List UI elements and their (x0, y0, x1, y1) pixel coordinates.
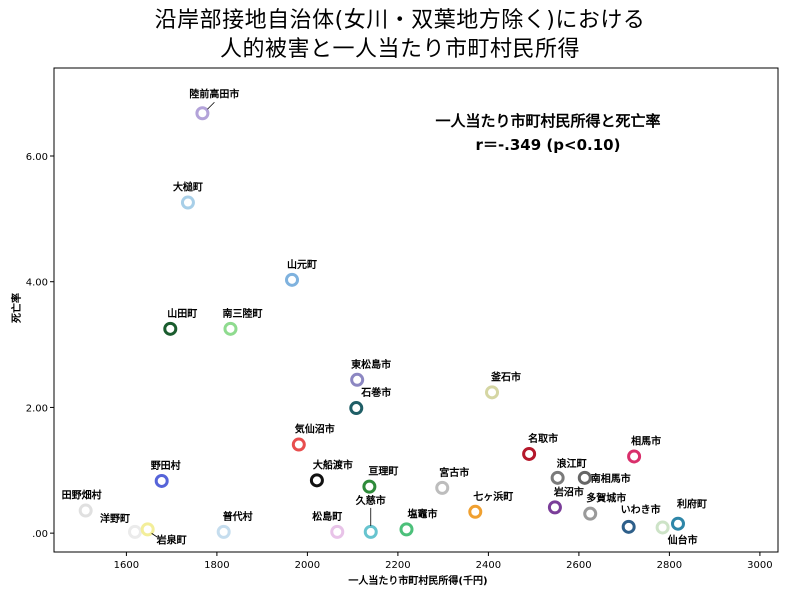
x-tick-label: 2200 (385, 560, 410, 571)
label-leader-line (207, 101, 215, 110)
correlation-annotation-title: 一人当たり市町村民所得と死亡率 (435, 112, 660, 130)
data-point (468, 504, 483, 519)
x-tick-label: 1800 (204, 560, 229, 571)
point-label: 松島町 (312, 510, 342, 523)
point-label: 石巻市 (360, 386, 391, 399)
x-tick-label: 3000 (747, 560, 772, 571)
data-point (399, 522, 414, 537)
point-label: 相馬市 (631, 434, 661, 447)
point-label: 南三陸町 (222, 307, 262, 320)
point-label: 田野畑村 (62, 489, 102, 502)
point-label: 名取市 (528, 432, 558, 445)
point-label: 東松島市 (351, 358, 391, 371)
data-point (363, 524, 378, 539)
x-axis-title: 一人当たり市町村民所得(千円) (348, 574, 487, 587)
point-label: 宮古市 (439, 466, 469, 479)
x-tick-label: 2000 (295, 560, 320, 571)
data-point (285, 272, 300, 287)
point-label: 野田村 (151, 459, 181, 472)
point-label: 気仙沼市 (294, 423, 335, 436)
y-tick-label: 4.00 (26, 278, 48, 289)
chart-title-line-1: 沿岸部接地自治体(女川・双葉地方除く)における (154, 8, 646, 33)
data-point (362, 479, 377, 494)
correlation-annotation-value: r＝-.349 (p<0.10) (476, 136, 621, 154)
data-point (655, 520, 670, 535)
point-label: いわき市 (621, 503, 661, 516)
point-label: 塩竈市 (407, 507, 437, 520)
data-point (350, 372, 365, 387)
y-axis-title: 死亡率 (10, 293, 23, 323)
plot-frame (53, 67, 779, 553)
data-point (78, 503, 93, 518)
y-tick-label: 2.00 (26, 403, 48, 414)
data-point (627, 449, 642, 464)
x-tick-label: 2400 (476, 560, 501, 571)
data-point (223, 321, 238, 336)
data-point (621, 519, 636, 534)
point-label: 大船渡市 (313, 458, 353, 471)
axis-ticks: 1600 1800 2000 2200 2400 2600 2800 3000 .00 2.00 4… (26, 152, 773, 571)
point-label: 岩沼市 (553, 485, 584, 498)
point-label: 仙台市 (668, 533, 698, 546)
data-point (330, 524, 345, 539)
chart-title-line-2: 人的被害と一人当たり市町村民所得 (219, 37, 580, 62)
point-label: 利府町 (677, 498, 707, 511)
point-label: 釜石市 (490, 370, 521, 383)
data-point (180, 195, 195, 210)
chart-title: 沿岸部接地自治体(女川・双葉地方除く)における 人的被害と一人当たり市町村民所得 (0, 6, 800, 64)
point-label: 南相馬市 (591, 472, 631, 485)
point-label: 浪江町 (557, 457, 587, 470)
point-label: 山田町 (167, 307, 197, 320)
point-label: 陸前高田市 (189, 87, 239, 100)
data-point (154, 473, 169, 488)
data-point (583, 506, 598, 521)
point-label: 洋野町 (100, 512, 130, 525)
data-point (291, 437, 306, 452)
point-label: 亘理町 (368, 466, 398, 478)
label-leader-line (151, 533, 158, 538)
data-point (309, 473, 324, 488)
data-point (140, 522, 155, 537)
x-tick-label: 2800 (657, 560, 682, 571)
data-point (522, 446, 537, 461)
data-point (577, 470, 592, 485)
point-label: 大槌町 (173, 181, 203, 194)
point-label: 山元町 (287, 258, 317, 271)
data-point (485, 385, 500, 400)
data-point (550, 470, 565, 485)
x-tick-label: 1600 (114, 560, 139, 571)
data-points (78, 106, 685, 539)
data-point (216, 524, 231, 539)
data-point (435, 480, 450, 495)
data-point (547, 500, 562, 515)
point-label: 普代村 (223, 510, 253, 523)
data-point (127, 524, 142, 539)
point-label: 七ヶ浜町 (473, 490, 513, 503)
point-label: 岩泉町 (156, 533, 187, 546)
data-point (163, 321, 178, 336)
data-point (349, 401, 364, 416)
y-tick-label: .00 (32, 529, 48, 540)
x-tick-label: 2600 (566, 560, 591, 571)
data-point (670, 516, 685, 531)
data-point (195, 106, 210, 121)
point-label: 多賀城市 (586, 492, 626, 505)
point-label: 久慈市 (355, 494, 386, 507)
y-tick-label: 6.00 (26, 152, 48, 163)
